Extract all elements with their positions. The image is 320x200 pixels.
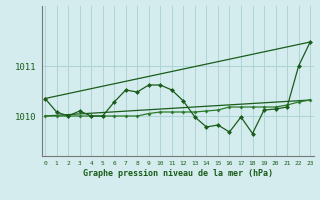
- X-axis label: Graphe pression niveau de la mer (hPa): Graphe pression niveau de la mer (hPa): [83, 169, 273, 178]
